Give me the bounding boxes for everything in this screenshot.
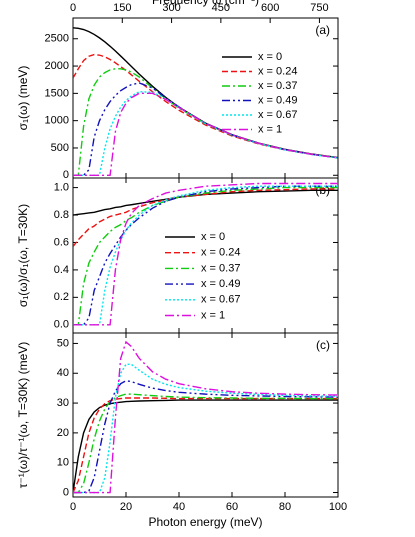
series-line — [73, 393, 338, 494]
y-tick-label: 2500 — [45, 33, 69, 45]
legend-label: x = 0.67 — [201, 294, 240, 306]
series-line — [73, 53, 338, 159]
series-line — [73, 185, 338, 326]
legend-label: x = 0.37 — [258, 80, 297, 92]
legend-label: x = 1 — [201, 309, 225, 321]
y-tick-label: 0.4 — [54, 264, 69, 276]
panel-label: (a) — [315, 23, 330, 37]
y-tick-label: 20 — [57, 427, 69, 439]
legend-label: x = 0.24 — [258, 65, 297, 77]
y-tick-label: 2000 — [45, 60, 69, 72]
y-tick-label: 0 — [63, 486, 69, 498]
series-line — [73, 379, 338, 494]
x-tick-label: 60 — [226, 501, 238, 513]
x2-tick-label: 450 — [212, 2, 230, 14]
series-line — [73, 82, 338, 176]
series-line — [73, 363, 338, 494]
series-line — [73, 399, 338, 493]
x2-tick-label: 0 — [70, 2, 76, 14]
y-axis-title: τ⁻¹(ω)/τ⁻¹(ω, T=30K) (meV) — [16, 342, 30, 489]
panel-label: (c) — [316, 338, 330, 352]
series-line — [73, 182, 338, 326]
y-tick-label: 500 — [51, 142, 69, 154]
x-tick-label: 0 — [70, 501, 76, 513]
y-tick-label: 1500 — [45, 87, 69, 99]
y-axis-title: σ₁(ω) (meV) — [16, 66, 30, 131]
y-tick-label: 1000 — [45, 115, 69, 127]
y-tick-label: 0.6 — [54, 236, 69, 248]
legend-label: x = 0.67 — [258, 109, 297, 121]
series-line — [73, 91, 338, 176]
series-line — [73, 189, 338, 216]
x2-tick-label: 150 — [113, 2, 131, 14]
plot-frame — [72, 332, 339, 498]
y-tick-label: 50 — [57, 337, 69, 349]
legend-label: x = 0.37 — [201, 262, 240, 274]
x-tick-label: 100 — [329, 501, 347, 513]
legend-label: x = 0.24 — [201, 247, 240, 259]
x2-tick-label: 750 — [310, 2, 328, 14]
x2-axis-title: Frequency ω (cm⁻¹) — [152, 0, 259, 7]
y-tick-label: 1.0 — [54, 182, 69, 194]
y-axis-title: σ₁(ω)/σ₁(ω, T=30K) — [16, 204, 30, 307]
y-tick-label: 0.0 — [54, 319, 69, 331]
series-line — [73, 186, 338, 326]
series-line — [73, 27, 338, 159]
x-tick-label: 40 — [173, 501, 185, 513]
y-tick-label: 10 — [57, 457, 69, 469]
legend-label: x = 0 — [258, 51, 282, 63]
x-axis-title: Photon energy (meV) — [148, 515, 262, 529]
series-line — [73, 188, 338, 248]
x2-tick-label: 600 — [261, 2, 279, 14]
legend-label: x = 1 — [258, 123, 282, 135]
y-tick-label: 0 — [63, 169, 69, 181]
legend-label: x = 0 — [201, 231, 225, 243]
x2-tick-label: 300 — [162, 2, 180, 14]
x-tick-label: 20 — [120, 501, 132, 513]
y-tick-label: 0.2 — [54, 291, 69, 303]
y-tick-label: 0.8 — [54, 209, 69, 221]
legend-label: x = 0.49 — [201, 278, 240, 290]
x-tick-label: 80 — [279, 501, 291, 513]
series-line — [73, 92, 338, 176]
legend-label: x = 0.49 — [258, 94, 297, 106]
series-line — [73, 397, 338, 493]
y-tick-label: 30 — [57, 397, 69, 409]
y-tick-label: 40 — [57, 367, 69, 379]
series-line — [73, 185, 338, 326]
series-line — [73, 340, 338, 494]
